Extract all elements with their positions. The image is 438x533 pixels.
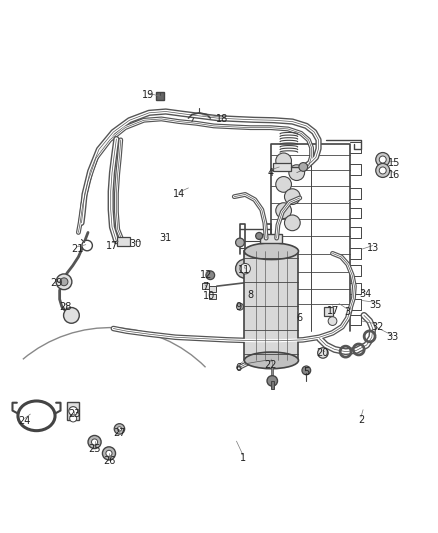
Circle shape bbox=[289, 165, 304, 181]
Text: 6: 6 bbox=[236, 363, 242, 373]
Text: 23: 23 bbox=[68, 409, 80, 419]
Text: 14: 14 bbox=[173, 189, 185, 199]
Bar bbox=[202, 282, 209, 289]
Text: 31: 31 bbox=[159, 233, 172, 243]
Bar bbox=[324, 306, 333, 316]
Text: 24: 24 bbox=[18, 416, 31, 426]
Bar bbox=[244, 251, 298, 360]
Circle shape bbox=[285, 189, 300, 205]
Text: 26: 26 bbox=[103, 456, 115, 466]
Circle shape bbox=[318, 348, 328, 358]
Circle shape bbox=[379, 156, 386, 163]
Circle shape bbox=[69, 407, 78, 415]
Ellipse shape bbox=[244, 352, 298, 369]
Text: 6: 6 bbox=[297, 313, 303, 323]
Bar bbox=[209, 294, 215, 299]
Text: 12: 12 bbox=[200, 270, 212, 280]
Text: 4: 4 bbox=[268, 168, 274, 177]
Circle shape bbox=[256, 232, 263, 239]
Text: 17: 17 bbox=[106, 240, 118, 251]
Circle shape bbox=[328, 317, 337, 326]
Circle shape bbox=[236, 259, 255, 278]
Circle shape bbox=[114, 424, 125, 434]
Text: 18: 18 bbox=[216, 114, 229, 124]
Text: 28: 28 bbox=[59, 302, 71, 312]
Bar bbox=[67, 402, 79, 420]
Circle shape bbox=[240, 263, 251, 274]
Text: 35: 35 bbox=[369, 300, 381, 310]
Circle shape bbox=[299, 163, 307, 171]
Circle shape bbox=[376, 152, 390, 166]
Circle shape bbox=[302, 366, 311, 375]
Text: 25: 25 bbox=[88, 444, 101, 454]
Circle shape bbox=[82, 240, 92, 251]
Circle shape bbox=[64, 308, 79, 323]
Bar bbox=[155, 92, 164, 100]
Circle shape bbox=[237, 303, 244, 310]
Circle shape bbox=[117, 427, 122, 431]
Circle shape bbox=[276, 153, 291, 169]
Text: 13: 13 bbox=[367, 243, 379, 253]
Text: 22: 22 bbox=[264, 360, 277, 370]
Circle shape bbox=[276, 176, 291, 192]
Circle shape bbox=[70, 415, 77, 422]
Text: 10: 10 bbox=[203, 291, 215, 301]
Circle shape bbox=[376, 164, 390, 177]
Circle shape bbox=[379, 167, 386, 174]
Text: 2: 2 bbox=[358, 415, 364, 425]
Bar bbox=[247, 290, 255, 298]
Text: 7: 7 bbox=[202, 282, 208, 293]
Text: 5: 5 bbox=[303, 367, 310, 377]
Bar bbox=[271, 381, 274, 389]
Circle shape bbox=[267, 376, 278, 386]
Ellipse shape bbox=[244, 243, 298, 260]
Text: 11: 11 bbox=[238, 265, 251, 275]
Circle shape bbox=[102, 447, 116, 460]
Text: 16: 16 bbox=[388, 170, 400, 180]
Circle shape bbox=[56, 274, 72, 289]
Text: 32: 32 bbox=[371, 322, 383, 332]
Text: 19: 19 bbox=[142, 91, 154, 100]
Text: 9: 9 bbox=[236, 302, 242, 312]
Circle shape bbox=[206, 271, 215, 280]
Circle shape bbox=[106, 450, 112, 456]
Circle shape bbox=[88, 435, 101, 449]
Text: 21: 21 bbox=[71, 244, 83, 254]
Bar bbox=[117, 237, 131, 246]
Bar bbox=[209, 286, 215, 292]
Text: 3: 3 bbox=[345, 308, 351, 317]
Bar bbox=[261, 234, 283, 244]
Text: 20: 20 bbox=[317, 348, 329, 358]
Text: 33: 33 bbox=[387, 332, 399, 342]
Bar bbox=[273, 163, 291, 171]
Circle shape bbox=[236, 238, 244, 247]
Circle shape bbox=[60, 278, 68, 286]
Text: 30: 30 bbox=[129, 239, 141, 249]
Circle shape bbox=[276, 203, 291, 219]
Text: 34: 34 bbox=[359, 288, 371, 298]
Text: 17: 17 bbox=[327, 306, 339, 316]
Circle shape bbox=[285, 215, 300, 231]
Text: 29: 29 bbox=[50, 278, 63, 288]
Text: 27: 27 bbox=[113, 429, 126, 438]
Circle shape bbox=[92, 439, 98, 445]
Text: 8: 8 bbox=[247, 290, 254, 300]
Text: 1: 1 bbox=[240, 453, 246, 463]
Text: 15: 15 bbox=[388, 158, 400, 167]
